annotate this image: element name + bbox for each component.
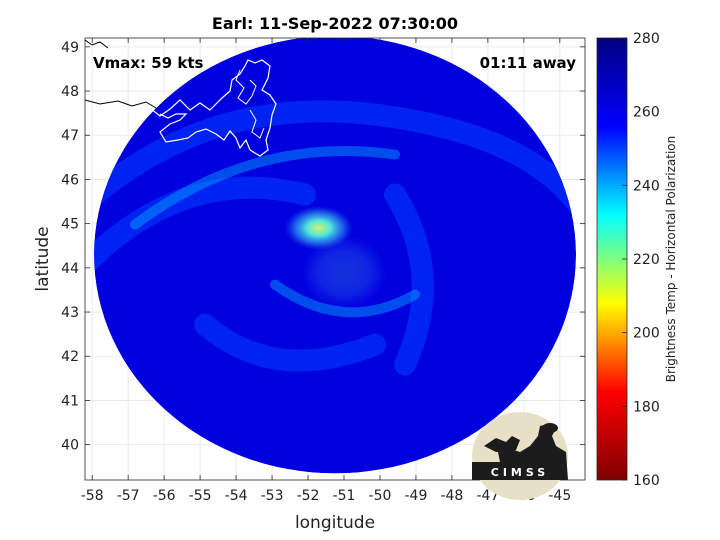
x-tick-label: -51 [333, 488, 356, 504]
y-tick-label: 41 [61, 393, 79, 409]
cimss-logo-text: CIMSS [491, 466, 549, 479]
x-tick-label: -52 [297, 488, 320, 504]
colorbar-tick-label: 240 [633, 178, 660, 194]
coastline-inner [235, 69, 265, 139]
y-tick-label: 44 [61, 261, 79, 277]
plot-frame [84, 37, 586, 481]
x-tick-label: -58 [81, 488, 104, 504]
warm-spot [284, 206, 353, 251]
rain-band [93, 176, 316, 276]
storm-center [301, 236, 386, 309]
y-axis-label: latitude [33, 226, 53, 291]
y-tick-label: 49 [61, 40, 79, 56]
time-away-annotation: 01:11 away [480, 54, 577, 72]
coastline-newfoundland [85, 59, 277, 157]
y-tick-label: 48 [61, 84, 79, 100]
colorbar-tick-label: 220 [633, 252, 660, 268]
x-tick-label: -45 [548, 488, 571, 504]
y-tick-label: 40 [61, 438, 79, 454]
colorbar-label: Brightness Temp - Horizontal Polarizatio… [664, 136, 678, 383]
colorbar-tick-label: 260 [633, 105, 660, 121]
x-tick-label: -50 [369, 488, 392, 504]
colorbar-tick-label: 180 [633, 399, 660, 415]
x-tick-label: -56 [153, 488, 176, 504]
plot-area: -58-57-56-55-54-53-52-51-50-49-48-47-46-… [61, 37, 586, 504]
storm-features [284, 206, 386, 309]
y-axis-ticks: 40 41 42 43 44 45 46 47 48 49 [61, 40, 585, 454]
y-tick-label: 47 [61, 128, 79, 144]
y-tick-label: 43 [61, 305, 79, 321]
rain-band-inner [270, 279, 420, 318]
x-tick-label: -49 [404, 488, 427, 504]
colorbar: 160 180 200 220 240 260 280 Brightness Temp - … [596, 31, 678, 489]
colorbar-tick-label: 280 [633, 31, 660, 47]
x-axis-label: longitude [295, 513, 375, 533]
x-tick-label: -53 [261, 488, 284, 504]
x-tick-label: -57 [117, 488, 140, 504]
coastline-black [85, 39, 157, 109]
cimss-logo: CIMSS [472, 412, 568, 500]
y-tick-label: 42 [61, 349, 79, 365]
colorbar-tick-label: 200 [633, 326, 660, 342]
rain-band [93, 100, 577, 226]
x-tick-label: -48 [440, 488, 463, 504]
x-tick-label: -55 [189, 488, 212, 504]
colorbar-ticks: 160 180 200 220 240 260 280 [622, 31, 660, 489]
x-tick-label: -54 [225, 488, 248, 504]
y-tick-label: 45 [61, 217, 79, 233]
vmax-annotation: Vmax: 59 kts [93, 54, 203, 72]
coastline [85, 39, 277, 157]
colorbar-tick-label: 160 [633, 473, 660, 489]
rain-band [194, 313, 386, 372]
rain-band [384, 183, 434, 376]
rain-band-inner [130, 145, 400, 230]
chart-title: Earl: 11-Sep-2022 07:30:00 [212, 14, 458, 33]
y-tick-label: 46 [61, 172, 79, 188]
